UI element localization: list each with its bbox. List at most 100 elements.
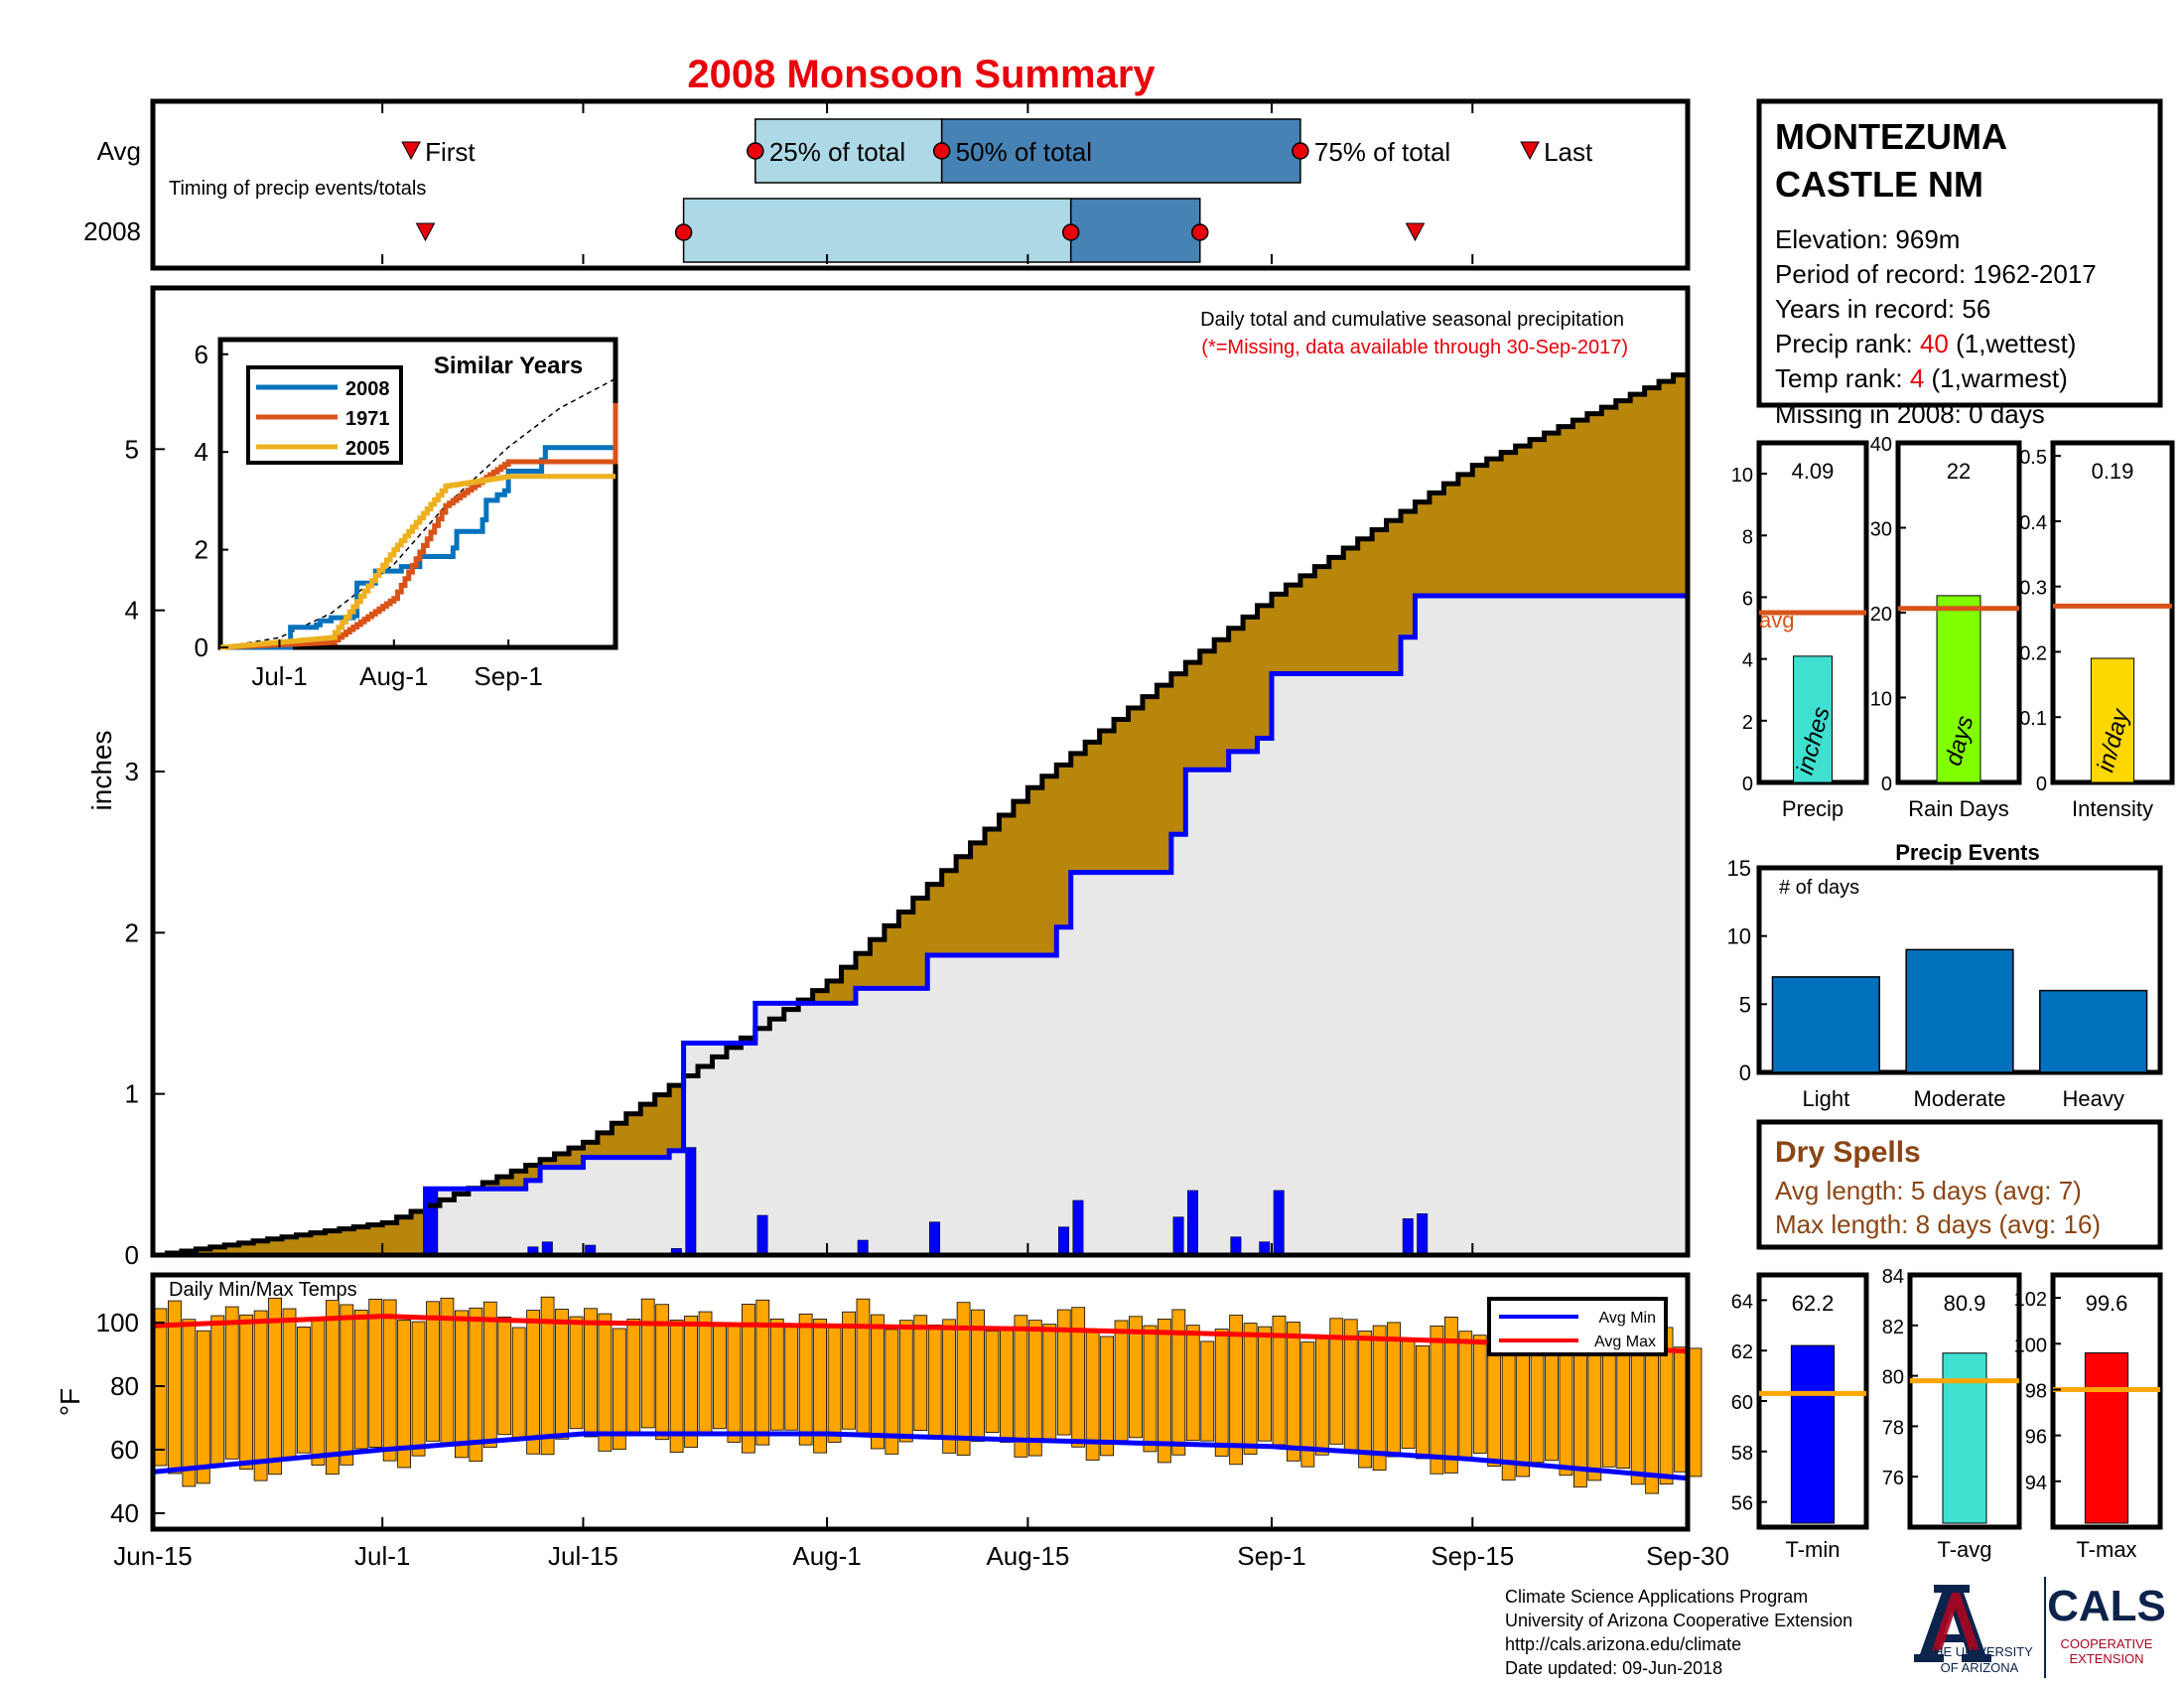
- dry-spells-avg: Avg length: 5 days (avg: 7): [1775, 1176, 2082, 1205]
- daily-temp-bar: [1329, 1318, 1344, 1445]
- stat-ytick-label: 0.4: [2019, 512, 2047, 534]
- event-ytick-label: 0: [1739, 1060, 1751, 1085]
- timing-label-25: 25% of total: [769, 137, 905, 167]
- date-tick-label: Aug-1: [792, 1541, 861, 1571]
- daily-temp-bar: [511, 1327, 526, 1441]
- daily-precip-bar: [756, 1214, 768, 1256]
- daily-temp-bar: [455, 1310, 469, 1459]
- temp-stat-bars: 56 58 60 62 64 62.2 T-min 76 78 80 82 84 80.9 T-avg 94…: [1731, 1266, 2163, 1562]
- daily-temp-bar: [741, 1304, 755, 1454]
- event-ytick-label: 10: [1727, 924, 1751, 949]
- daily-temp-bar: [1114, 1320, 1129, 1442]
- stat-ytick-label: 6: [1742, 588, 1753, 610]
- daily-precip-bar: [1172, 1216, 1184, 1256]
- date-tick-label: Jun-15: [113, 1541, 193, 1571]
- daily-temp-bar: [1573, 1342, 1587, 1488]
- inset-xtick-label: Aug-1: [359, 661, 428, 691]
- cumulative-2008-area: [153, 596, 1688, 1255]
- inset-ytick-label: 0: [195, 633, 208, 662]
- daily-temp-bar: [784, 1323, 799, 1431]
- station-years: Years in record: 56: [1775, 294, 1990, 324]
- dry-spells-title: Dry Spells: [1775, 1136, 1921, 1169]
- temps-legend-box: [1487, 1297, 1668, 1356]
- precip-ytick-label: 1: [125, 1079, 139, 1109]
- temps-ytick-label: 100: [96, 1308, 139, 1337]
- footer-line-3: http://cals.arizona.edu/climate: [1505, 1634, 1742, 1654]
- temp-panel-t-min: 56 58 60 62 64 62.2 T-min: [1731, 1272, 1869, 1562]
- daily-precip-bar: [427, 1189, 439, 1256]
- daily-temp-bar: [297, 1327, 311, 1454]
- daily-precip-bar: [1072, 1199, 1084, 1256]
- daily-temp-bar: [612, 1328, 626, 1451]
- temp-ytick-label: 64: [1731, 1291, 1753, 1313]
- temps-title: Daily Min/Max Temps: [169, 1279, 357, 1301]
- figure-title: 2008 Monsoon Summary: [687, 53, 1156, 96]
- stat-ytick-label: 0.3: [2019, 578, 2047, 600]
- stat-ytick-label: 4: [1742, 650, 1753, 672]
- daily-temp-bar: [727, 1325, 742, 1443]
- precip-note: Daily total and cumulative seasonal prec…: [1200, 309, 1624, 331]
- inset-legend-label: 2008: [345, 378, 390, 400]
- events-ylabel: # of days: [1779, 877, 1859, 899]
- logo-left-line1: THE UNIVERSITY: [1926, 1644, 2033, 1659]
- logo-cals-sub1: COOPERATIVE: [2061, 1636, 2153, 1651]
- daily-temp-bar: [1158, 1319, 1171, 1464]
- temp-value-label: 99.6: [2086, 1291, 2128, 1316]
- temp-panel-t-avg: 76 78 80 82 84 80.9 T-avg: [1882, 1266, 2022, 1562]
- stat-ytick-label: 2: [1742, 712, 1753, 734]
- event-bar-light: [1771, 976, 1880, 1073]
- stat-avg-label: avg: [1759, 608, 1794, 633]
- cumulative-2008-line: [153, 593, 1688, 1258]
- daily-temp-bar: [1229, 1315, 1243, 1466]
- stat-bar: [2090, 657, 2135, 783]
- timing-layer: First 25% of total 50% of total 75% of tota…: [152, 103, 1593, 264]
- daily-temp-bar: [813, 1319, 827, 1454]
- station-precip-rank: Precip rank: 40 (1,wettest): [1775, 329, 2076, 358]
- daily-precip-bar: [1058, 1226, 1069, 1256]
- daily-temp-bar: [827, 1327, 842, 1443]
- stat-ytick-label: 0: [2036, 774, 2047, 795]
- inset-ytick-label: 6: [195, 340, 208, 369]
- date-tick-label: Aug-15: [986, 1541, 1069, 1571]
- stat-ytick-label: 30: [1870, 519, 1892, 541]
- temps-ylabel: °F: [55, 1388, 85, 1416]
- stat-ytick-label: 10: [1870, 689, 1892, 711]
- temps-legend-avgmax: Avg Max: [1594, 1334, 1656, 1350]
- daily-temp-bar: [182, 1319, 197, 1487]
- events-layer: Light Moderate Heavy 0 5 10 15: [1727, 856, 2148, 1111]
- station-frame: [1756, 98, 2163, 408]
- temp-ytick-label: 102: [2014, 1289, 2047, 1311]
- daily-temp-bar: [856, 1298, 871, 1434]
- date-tick-label: Sep-15: [1431, 1541, 1514, 1571]
- timing-2008-box-50-75: [1069, 198, 1201, 263]
- avg-cumulative-line: [153, 368, 1691, 1258]
- daily-temp-bar: [1458, 1331, 1473, 1460]
- inset-ytick-label: 4: [195, 437, 208, 467]
- event-bar-heavy: [2039, 989, 2148, 1073]
- daily-temp-bar: [1243, 1323, 1258, 1455]
- daily-temp-bar: [282, 1308, 297, 1459]
- daily-temp-bar: [713, 1324, 727, 1430]
- main-layer: [153, 368, 1691, 1258]
- daily-temp-bar: [871, 1314, 885, 1450]
- precip-ytick-label: 3: [125, 757, 139, 786]
- daily-temp-bar: [640, 1298, 655, 1429]
- stat-ytick-label: 20: [1870, 604, 1892, 626]
- daily-temp-bar: [985, 1331, 1000, 1434]
- daily-temp-bar: [1587, 1336, 1602, 1481]
- daily-temp-bar: [1472, 1335, 1487, 1454]
- stat-name-label: Rain Days: [1908, 796, 2008, 821]
- stat-ytick-label: 40: [1870, 434, 1892, 456]
- daily-temp-bar: [1416, 1344, 1430, 1460]
- date-tick-label: Jul-15: [548, 1541, 618, 1571]
- station-elevation: Elevation: 969m: [1775, 224, 1960, 254]
- daily-temp-bar: [1214, 1329, 1229, 1457]
- daily-precip-bar: [1187, 1190, 1198, 1256]
- daily-temp-bar: [555, 1309, 569, 1440]
- temp-ytick-label: 76: [1882, 1468, 1904, 1489]
- daily-temp-bar: [1258, 1326, 1272, 1442]
- stat-value-label: 22: [1947, 459, 1971, 484]
